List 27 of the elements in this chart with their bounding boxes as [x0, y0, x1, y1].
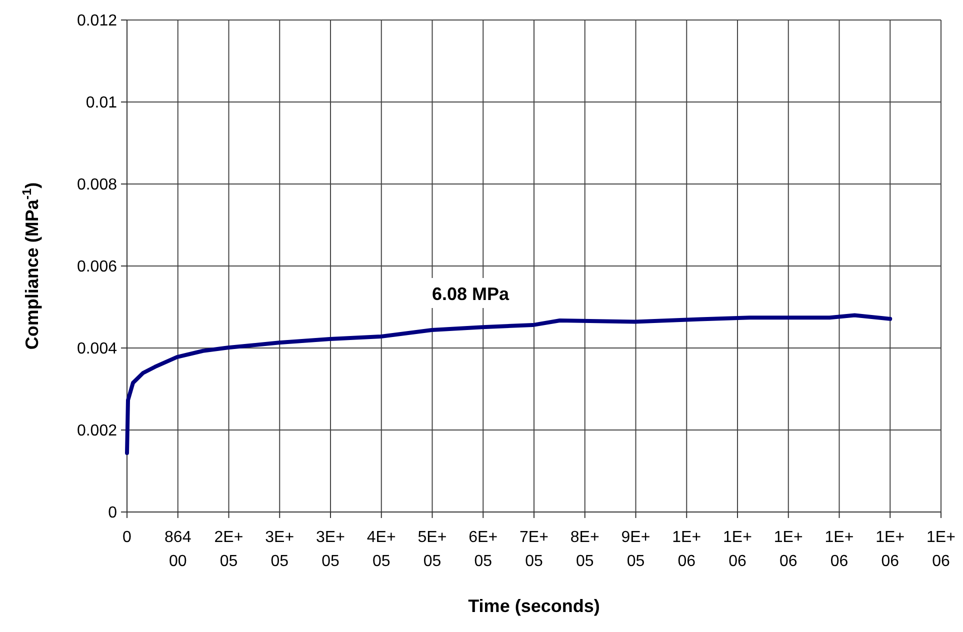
x-tick-label: 0 [122, 529, 132, 546]
x-tick-label: 1E+06 [723, 529, 752, 570]
x-tick-label: 6E+05 [468, 529, 498, 570]
x-tick-label: 3E+05 [316, 529, 345, 570]
x-tick-label: 1E+06 [672, 529, 702, 570]
y-tick-label: 0.01 [86, 94, 118, 112]
annotation: 6.08 MPa [432, 284, 510, 304]
x-tick-label: 1E+06 [824, 529, 854, 570]
y-tick-label: 0.004 [76, 340, 118, 358]
x-tick-label: 8E+05 [570, 529, 600, 570]
x-tick-label: 1E+06 [876, 529, 905, 570]
y-tick-label: 0.012 [76, 12, 118, 30]
y-tick-label: 0.008 [76, 176, 118, 194]
x-tick-label: 7E+05 [520, 529, 548, 570]
x-tick-label: 9E+05 [621, 529, 650, 570]
x-tick-label: 2E+05 [214, 529, 244, 570]
x-tick-label: 1E+06 [926, 529, 956, 570]
line-series [125, 313, 892, 455]
x-axis-title: Time (seconds) [468, 596, 600, 616]
x-tick-label: 4E+05 [366, 529, 396, 570]
x-tick-label: 5E+05 [418, 529, 447, 570]
y-tick-label: 0.002 [76, 422, 118, 440]
x-tick-label: 864 00 [164, 529, 192, 570]
x-tick-label: 3E+05 [265, 529, 294, 570]
y-tick-label: 0 [108, 504, 118, 522]
x-tick-label: 1E+06 [774, 529, 803, 570]
y-tick-label: 0.006 [76, 258, 118, 276]
